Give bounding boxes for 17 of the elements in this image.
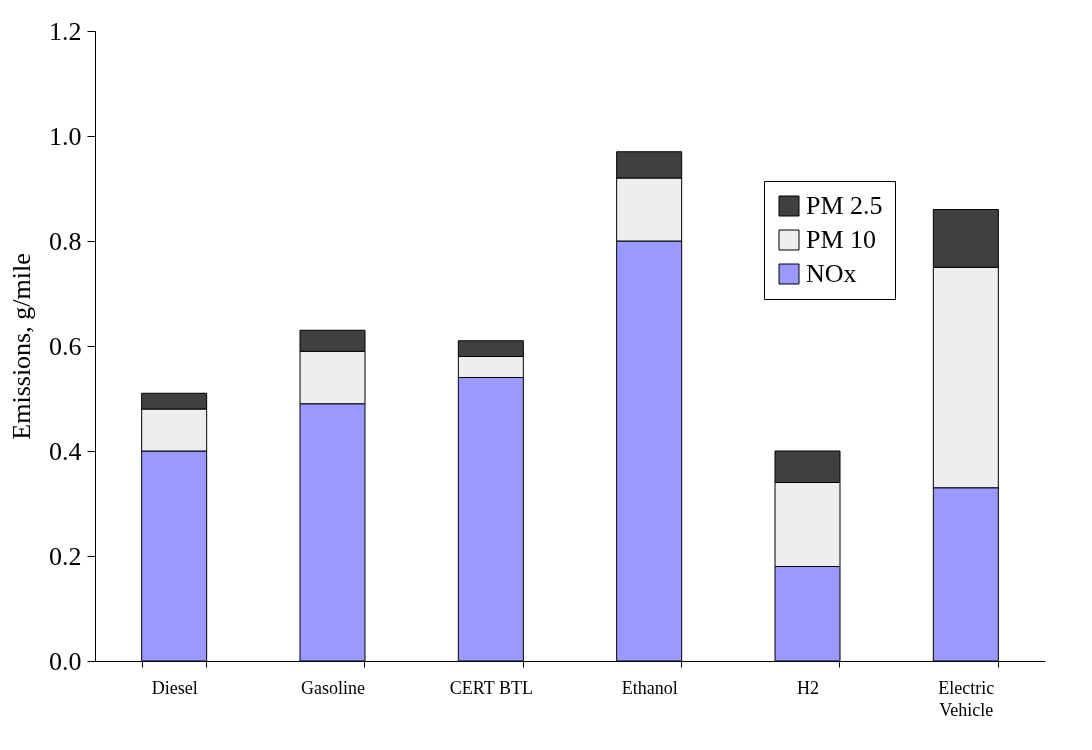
y-tick-label: 0.4	[49, 436, 82, 466]
x-tick-label: Gasoline	[301, 677, 365, 698]
y-tick-label: 0.0	[49, 646, 82, 676]
y-tick-label: 0.2	[49, 541, 82, 571]
x-tick-label: H2	[797, 677, 819, 698]
x-tick-label: Diesel	[151, 677, 198, 698]
x-tick-label: CERT BTL	[449, 677, 533, 698]
y-tick-label: 0.8	[49, 226, 82, 256]
x-tick-label: Ethanol	[621, 677, 678, 698]
x-tick-label: Electric Vehicle	[938, 677, 995, 720]
y-tick-label: 1.2	[49, 16, 82, 46]
y-tick-label: 1.0	[49, 121, 82, 151]
legend-label: PM 2.5	[806, 191, 883, 220]
legend-label: PM 10	[806, 225, 877, 254]
legend-label: NOx	[806, 259, 857, 288]
y-axis-title: Emissions, g/mile	[7, 253, 36, 440]
y-tick-label: 0.6	[49, 331, 82, 361]
